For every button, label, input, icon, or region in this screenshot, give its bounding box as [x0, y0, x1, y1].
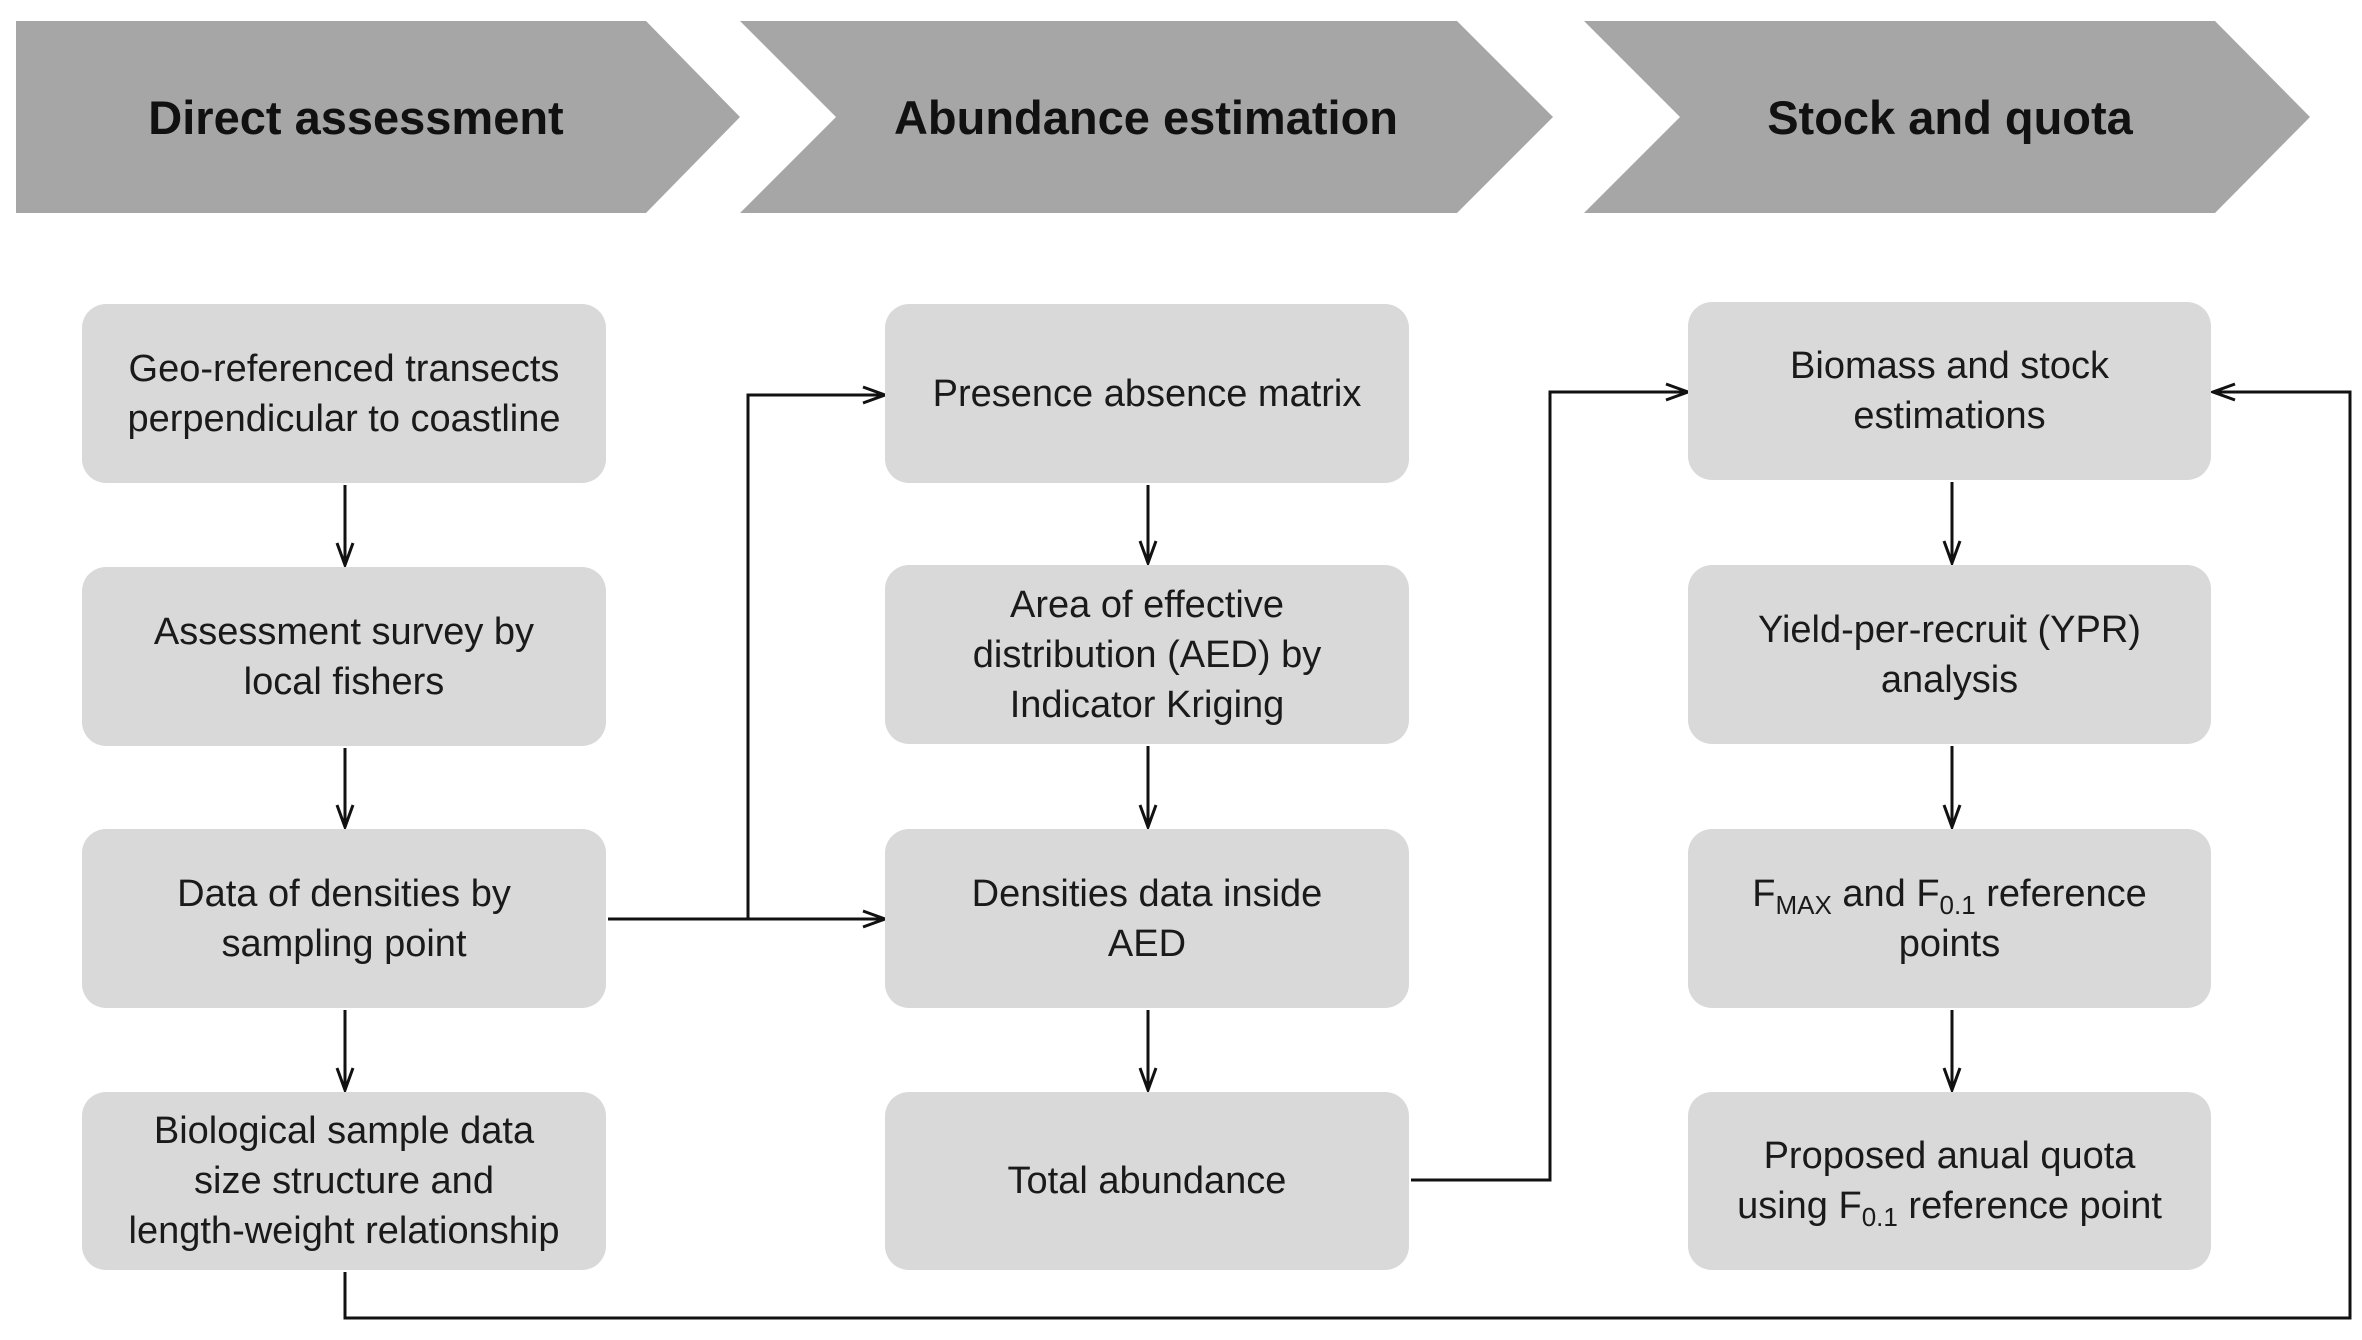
and-text: and — [1831, 872, 1917, 915]
box-yield-per-recruit: Yield-per-recruit (YPR) analysis — [1688, 565, 2211, 744]
f-symbol: F — [1752, 872, 1776, 915]
box-densities-inside-aed: Densities data inside AED — [885, 829, 1409, 1008]
box-line: Biomass and stock — [1790, 345, 2109, 387]
box-line: Proposed anual quota — [1763, 1135, 2136, 1177]
box-line: distribution (AED) by — [972, 633, 1322, 676]
box-line: Indicator Kriging — [1009, 683, 1285, 726]
box-line: estimations — [1853, 395, 2046, 437]
box-line: size structure and — [194, 1160, 494, 1202]
box-line: points — [1898, 922, 2001, 965]
box-line: Data of densities by — [177, 872, 511, 915]
box-assessment-survey: Assessment survey by local fishers — [82, 567, 606, 746]
box-area-of-effective-distribution: Area of effective distribution (AED) by … — [885, 565, 1409, 744]
stage-label-direct-assessment: Direct assessment — [148, 90, 564, 144]
box-presence-absence-matrix: Presence absence matrix — [885, 304, 1409, 483]
reference-text: reference — [1975, 872, 2147, 915]
f01-subscript: 0.1 — [1861, 1202, 1898, 1232]
box-line: Yield-per-recruit (YPR) — [1758, 608, 2141, 651]
stage-label-abundance-estimation: Abundance estimation — [893, 90, 1398, 144]
box-line: using F0.1 reference point — [1737, 1181, 2162, 1231]
box-line: Area of effective — [1010, 583, 1284, 626]
stage-chevron-abundance-estimation — [740, 21, 1553, 213]
box-line: length-weight relationship — [128, 1210, 560, 1252]
arrow-biological-to-biomass — [343, 392, 2352, 1320]
fmax-subscript: MAX — [1775, 889, 1832, 920]
box-proposed-annual-quota: Proposed anual quota using F0.1 referenc… — [1688, 1092, 2211, 1270]
box-line: Assessment survey by — [153, 610, 535, 653]
stage-chevron-direct-assessment — [16, 21, 740, 213]
box-line: Total abundance — [1007, 1160, 1287, 1202]
box-biological-sample-data: Biological sample data size structure an… — [82, 1092, 606, 1270]
f01-subscript: 0.1 — [1939, 889, 1976, 920]
stage-label-stock-and-quota: Stock and quota — [1767, 90, 2133, 144]
box-total-abundance: Total abundance — [885, 1092, 1409, 1270]
using-text: using — [1737, 1185, 1839, 1227]
box-line: Biological sample data — [153, 1110, 535, 1152]
box-line: AED — [1107, 922, 1187, 965]
f-symbol: F — [1838, 1185, 1862, 1227]
box-line: Presence absence matrix — [932, 372, 1362, 415]
box-line: analysis — [1880, 658, 2019, 701]
box-reference-points: FMAX and F0.1 reference points — [1688, 829, 2211, 1008]
box-line: sampling point — [221, 922, 467, 965]
box-line: Densities data inside — [971, 872, 1323, 915]
stage-chevron-stock-and-quota — [1584, 21, 2310, 213]
arrow-total-to-biomass — [1411, 392, 1688, 1182]
box-line: perpendicular to coastline — [127, 397, 561, 440]
reference-point-text: reference point — [1897, 1185, 2162, 1227]
box-line: FMAX and F0.1 reference — [1752, 869, 2147, 919]
box-line: Geo-referenced transects — [128, 347, 560, 390]
box-biomass-and-stock: Biomass and stock estimations — [1688, 302, 2211, 480]
arrow-densities-to-presence — [608, 395, 885, 921]
box-geo-referenced-transects: Geo-referenced transects perpendicular t… — [82, 304, 606, 483]
box-line: local fishers — [243, 660, 445, 703]
f-symbol: F — [1916, 872, 1940, 915]
box-densities-by-sampling-point: Data of densities by sampling point — [82, 829, 606, 1008]
